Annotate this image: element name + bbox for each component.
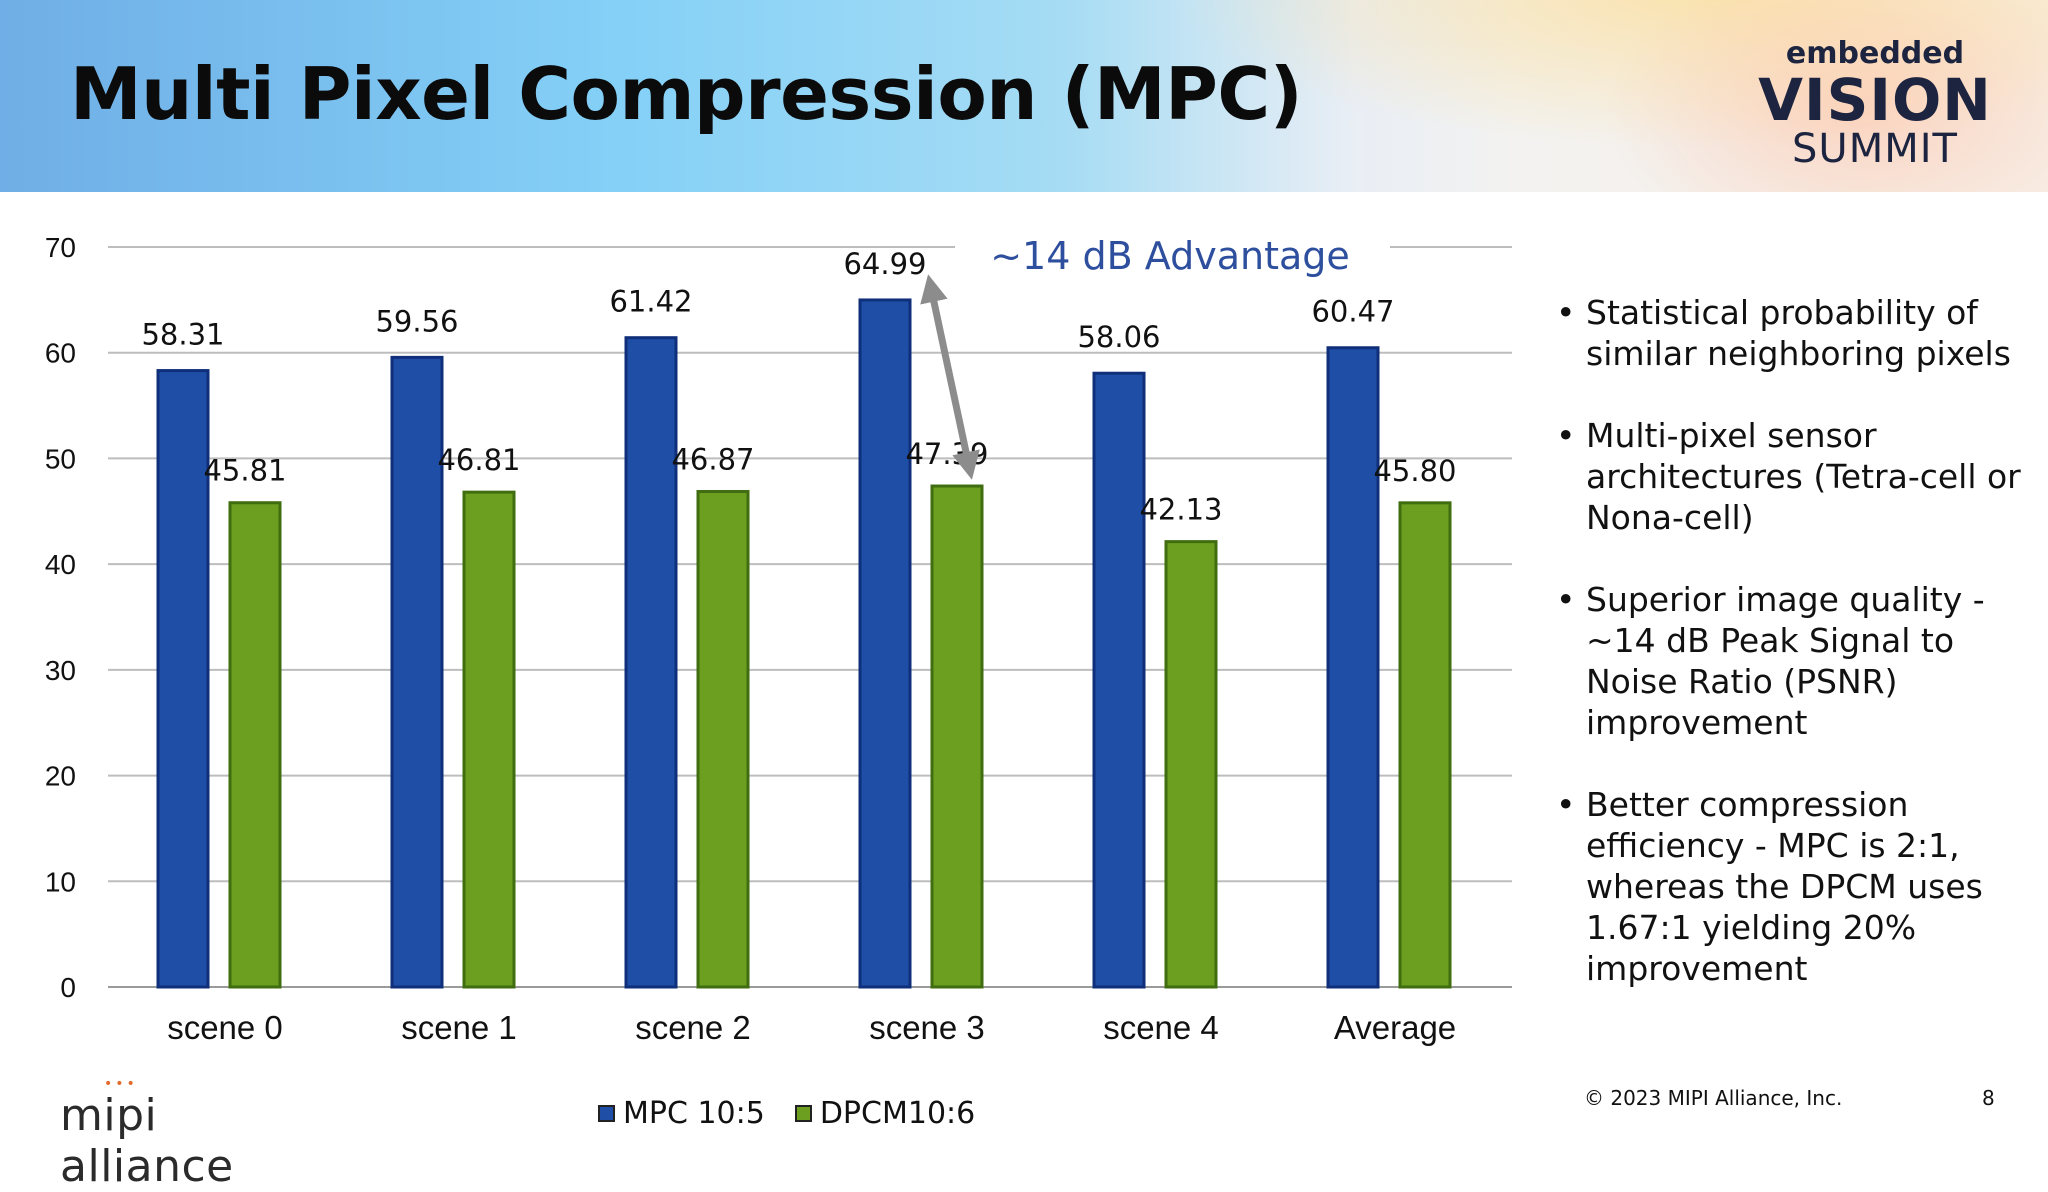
- legend-item-dpcm: DPCM10:6: [794, 1096, 976, 1131]
- y-tick-label: 50: [45, 443, 76, 474]
- x-tick-label: scene 0: [167, 1009, 283, 1046]
- bar-mpc: [1092, 371, 1146, 989]
- logo-line-2: VISION: [1758, 66, 1992, 134]
- y-tick-label: 20: [45, 761, 76, 792]
- logo-dots-icon: •••: [104, 1076, 138, 1092]
- data-label: 45.80: [1373, 454, 1456, 488]
- data-label: 60.47: [1311, 295, 1394, 329]
- bar-dpcm: [228, 501, 282, 989]
- annotation-background: [955, 232, 1390, 276]
- bullet-item: Multi-pixel sensor architectures (Tetra-…: [1556, 415, 2026, 538]
- x-tick-label: Average: [1334, 1009, 1456, 1046]
- bar-mpc: [858, 298, 912, 989]
- legend-label-mpc: MPC 10:5: [623, 1096, 765, 1131]
- logo-line-3: SUMMIT: [1792, 126, 1958, 172]
- bar-mpc: [1326, 346, 1380, 989]
- data-label: 46.81: [437, 443, 520, 477]
- x-tick-label: scene 3: [869, 1009, 985, 1046]
- x-tick-label: scene 1: [401, 1009, 517, 1046]
- bar-mpc: [390, 355, 444, 989]
- x-tick-label: scene 2: [635, 1009, 751, 1046]
- x-tick-label: scene 4: [1103, 1009, 1219, 1046]
- bullet-list: Statistical probability of similar neigh…: [1556, 292, 2026, 1030]
- mipi-logo-text: mipi alliance: [60, 1090, 234, 1192]
- data-label: 42.13: [1139, 493, 1222, 527]
- bar-chart: 0 10 20 30 40 50 60 70 scene 0 scene 1 scene 2 scen…: [45, 232, 1512, 1046]
- annotation-label: ~14 dB Advantage: [990, 234, 1350, 278]
- bar-dpcm: [1164, 540, 1218, 989]
- data-label: 47.39: [905, 437, 988, 471]
- y-tick-label: 60: [45, 338, 76, 369]
- legend-swatch-dpcm: [794, 1105, 812, 1122]
- y-tick-label: 30: [45, 655, 76, 686]
- slide-header: [0, 0, 2048, 192]
- bar-mpc: [624, 336, 678, 989]
- legend-swatch-mpc: [598, 1105, 615, 1122]
- chart-legend: MPC 10:5 DPCM10:6: [598, 1096, 975, 1131]
- data-label: 45.81: [203, 454, 286, 488]
- page-number: 8: [1982, 1086, 1995, 1110]
- data-label: 58.31: [141, 318, 224, 352]
- bullet-item: Superior image quality - ~14 dB Peak Sig…: [1556, 579, 2026, 743]
- embedded-vision-summit-logo: embedded VISION SUMMIT: [1750, 36, 2000, 169]
- legend-label-dpcm: DPCM10:6: [819, 1096, 976, 1131]
- bullet-item: Statistical probability of similar neigh…: [1556, 292, 2026, 374]
- y-tick-label: 40: [45, 549, 76, 580]
- bar-dpcm: [462, 490, 516, 989]
- header-decoration-2: [1600, 0, 2048, 192]
- data-label: 64.99: [843, 247, 926, 281]
- copyright-text: © 2023 MIPI Alliance, Inc.: [1584, 1086, 1843, 1110]
- legend-item-mpc: MPC 10:5: [598, 1096, 765, 1131]
- logo-line-1: embedded: [1785, 36, 1965, 71]
- bar-mpc: [156, 369, 210, 989]
- advantage-arrow: [920, 274, 980, 480]
- data-label: 61.42: [609, 285, 692, 319]
- mipi-alliance-logo: ••• mipi alliance: [60, 1070, 330, 1192]
- data-label: 46.87: [671, 443, 754, 477]
- slide-title: Multi Pixel Compression (MPC): [70, 52, 1303, 136]
- bar-dpcm: [1398, 501, 1452, 989]
- data-label: 59.56: [375, 304, 458, 338]
- y-tick-label: 10: [45, 866, 76, 897]
- y-tick-label: 70: [45, 232, 76, 263]
- y-tick-label: 0: [60, 972, 76, 1003]
- bar-dpcm: [930, 484, 984, 989]
- bullet-item: Better compression efficiency - MPC is 2…: [1556, 784, 2026, 989]
- bar-dpcm: [696, 490, 750, 989]
- data-label: 58.06: [1077, 320, 1160, 354]
